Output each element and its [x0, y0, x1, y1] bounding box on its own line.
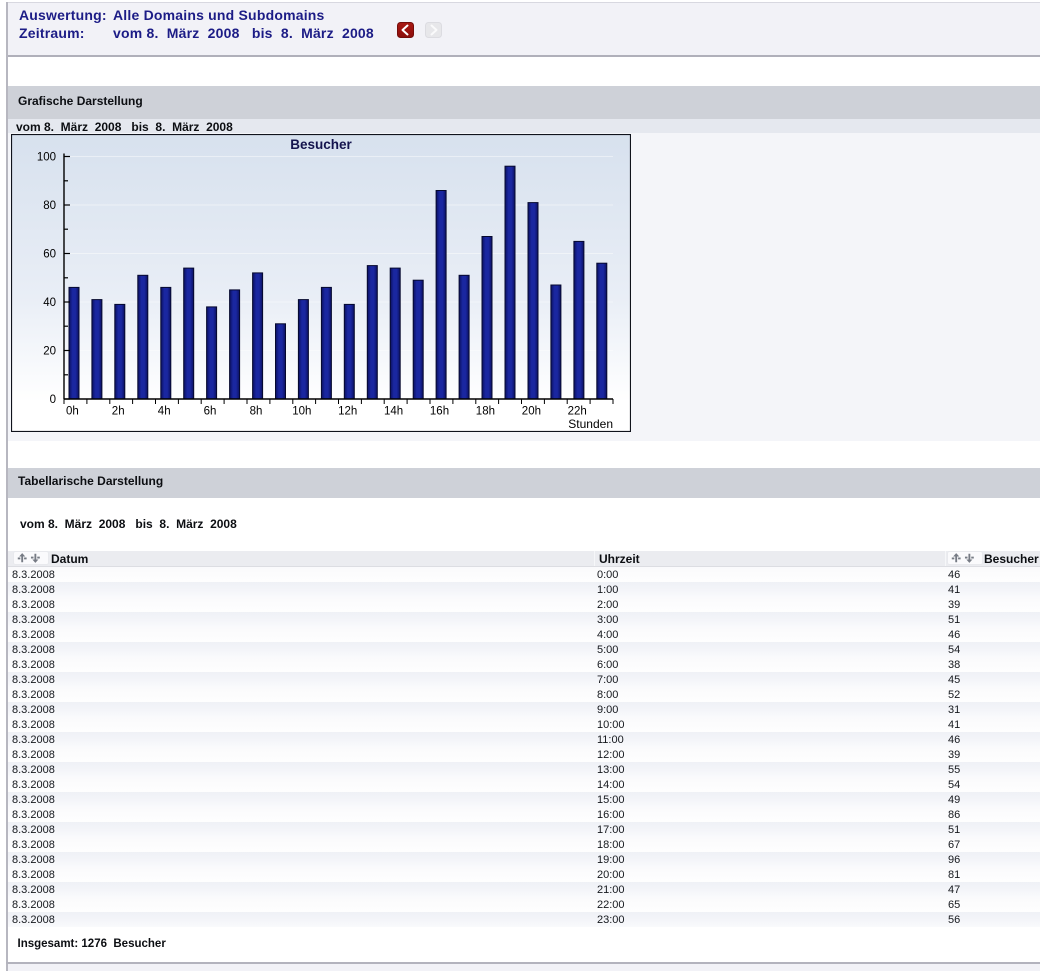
svg-text:22h: 22h — [568, 406, 587, 418]
svg-text:0h: 0h — [66, 406, 79, 418]
svg-text:4h: 4h — [158, 406, 171, 418]
svg-text:20h: 20h — [522, 406, 541, 418]
svg-text:2h: 2h — [112, 406, 125, 418]
svg-text:60: 60 — [43, 249, 56, 261]
svg-text:16h: 16h — [430, 406, 449, 418]
svg-text:Stunden: Stunden — [568, 417, 613, 431]
svg-text:Besucher: Besucher — [290, 137, 352, 152]
svg-text:8h: 8h — [250, 406, 263, 418]
svg-text:14h: 14h — [384, 406, 403, 418]
svg-text:18h: 18h — [476, 406, 495, 418]
svg-text:80: 80 — [43, 200, 56, 212]
svg-text:0: 0 — [50, 394, 56, 406]
svg-text:100: 100 — [37, 152, 56, 164]
svg-text:10h: 10h — [292, 406, 311, 418]
svg-text:20: 20 — [43, 346, 56, 358]
svg-text:12h: 12h — [338, 406, 357, 418]
svg-text:40: 40 — [43, 297, 56, 309]
svg-text:6h: 6h — [204, 406, 217, 418]
